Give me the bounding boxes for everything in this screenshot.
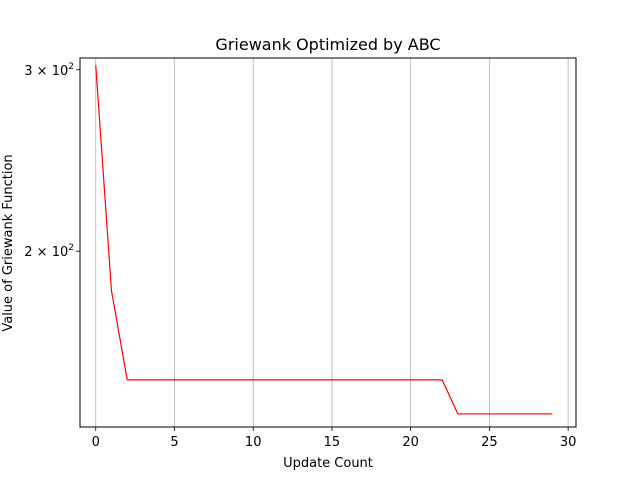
- y-tick-label: 2 × 102: [24, 243, 74, 260]
- x-tick-label: 30: [560, 435, 577, 450]
- x-tick-label: 5: [170, 435, 178, 450]
- y-axis-label: Value of Griewank Function: [1, 154, 16, 331]
- x-tick-label: 0: [92, 435, 100, 450]
- y-tick-label: 3 × 102: [24, 62, 74, 79]
- grid: [95, 58, 569, 427]
- x-tick-label: 20: [402, 435, 419, 450]
- x-axis-label: Update Count: [283, 456, 373, 471]
- plot-frame: [79, 57, 577, 428]
- chart-title: Griewank Optimized by ABC: [215, 35, 440, 54]
- x-axis: 0 5 10 15 20 25 30: [92, 427, 577, 450]
- x-tick-label: 10: [245, 435, 262, 450]
- y-axis: 2 × 102 3 × 102: [24, 62, 80, 260]
- series-line: [95, 65, 553, 415]
- x-tick-label: 25: [481, 435, 498, 450]
- series-layer: [95, 65, 553, 415]
- x-tick-label: 15: [324, 435, 341, 450]
